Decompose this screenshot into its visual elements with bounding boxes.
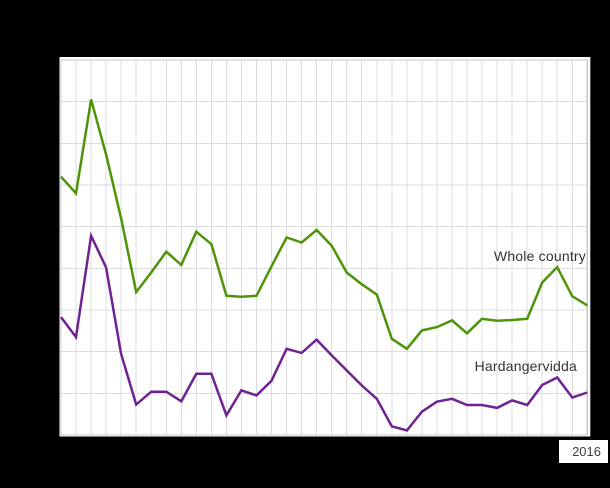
series-label-hardangervidda: Hardangervidda	[474, 358, 577, 374]
series-label-whole-country: Whole country	[493, 248, 586, 264]
series-line-hardangervidda	[60, 231, 588, 432]
x-axis-tick-label-2016: 2016	[559, 440, 608, 463]
plot-background	[59, 57, 591, 437]
plot-border	[60, 59, 588, 436]
series-line-whole-country	[60, 99, 588, 351]
